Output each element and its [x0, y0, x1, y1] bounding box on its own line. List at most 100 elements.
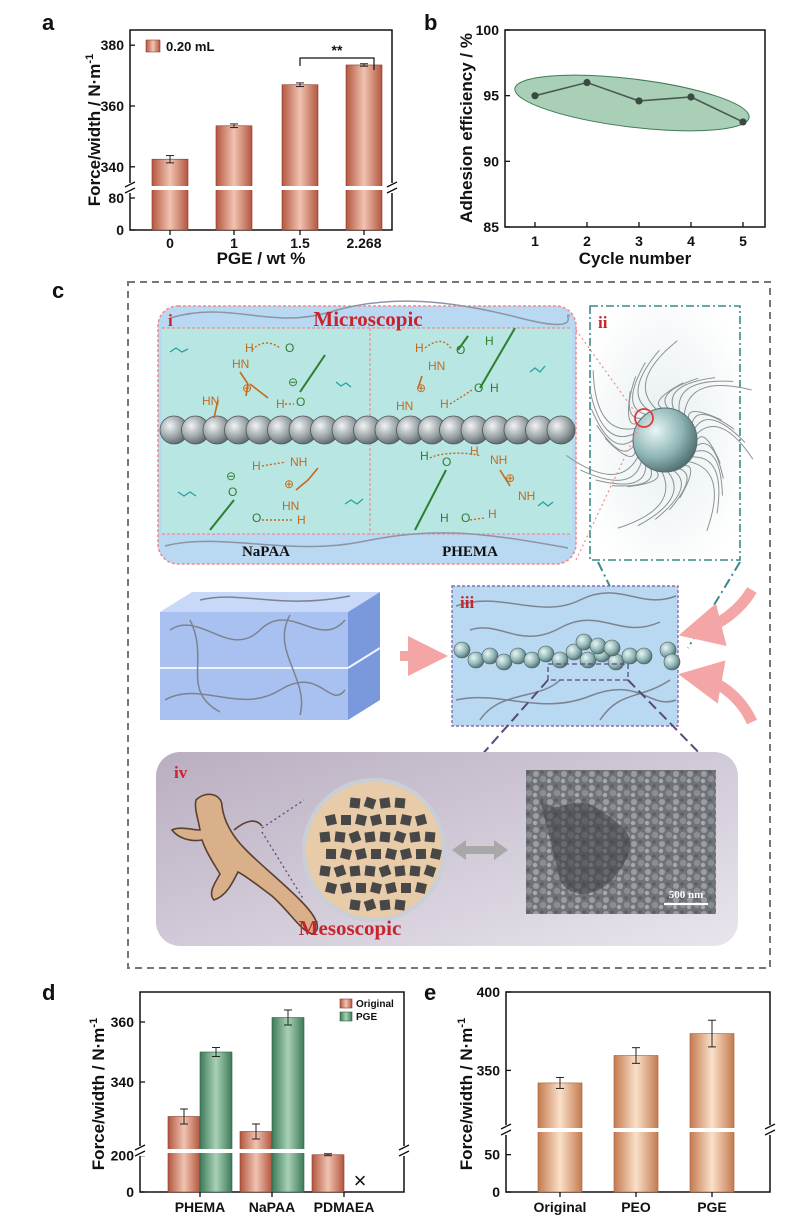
- seta: [379, 797, 391, 809]
- chart-d-break-band: [141, 1149, 403, 1153]
- chart-d-ytick-label: 200: [111, 1148, 135, 1164]
- panel-label-a: a: [42, 10, 55, 35]
- chem-label: O: [442, 455, 451, 469]
- interface-bead: [575, 633, 593, 651]
- polymer-brush-hair: [611, 468, 653, 487]
- label-i: i: [168, 311, 173, 330]
- panel-label-b: b: [424, 10, 437, 35]
- seta: [325, 848, 337, 860]
- chart-d-bar-original: [311, 1154, 345, 1193]
- gecko-icon: [170, 793, 319, 935]
- panel-label-e: e: [424, 980, 436, 1005]
- chem-label: H: [485, 334, 494, 348]
- polymer-chain: [479, 327, 516, 389]
- chart-e-axis-break: [764, 1129, 776, 1136]
- guanidinium: [295, 467, 319, 491]
- seta: [423, 864, 437, 878]
- chart-e: 350 400 0 50 Original PEO PGE Force/width / N·…: [456, 984, 776, 1215]
- seta: [415, 848, 427, 860]
- seta: [349, 899, 361, 911]
- chart-d-missing-marker: ×: [354, 1168, 367, 1193]
- seta: [364, 831, 376, 843]
- chem-label: O: [228, 485, 237, 499]
- seta: [424, 831, 436, 843]
- nanoparticle-bead: [546, 415, 576, 445]
- water-molecule: [529, 365, 546, 373]
- seta: [394, 899, 406, 911]
- label-iii: iii: [460, 593, 474, 612]
- chem-label: H: [245, 341, 254, 355]
- panel-label-d: d: [42, 980, 55, 1005]
- chem-label: O: [252, 511, 261, 525]
- polymer-brush-hair: [579, 461, 642, 481]
- network-strand: [164, 681, 346, 701]
- scale-label: 500 nm: [669, 889, 704, 901]
- equivalence-arrow-head: [452, 840, 466, 860]
- chart-d-ylabel: Force/width / N·m-1: [88, 1018, 108, 1170]
- h-bond: [261, 461, 287, 467]
- polymer-brush-hair: [596, 424, 634, 452]
- pressure-arrow: [678, 587, 757, 646]
- seta: [334, 831, 346, 843]
- chart-d-ytick-label: 360: [111, 1014, 135, 1030]
- chart-d-xtick-label: NaPAA: [249, 1199, 295, 1215]
- chart-a-axis-break: [386, 187, 398, 194]
- guanidinium: [417, 375, 423, 389]
- chem-label: O: [296, 395, 305, 409]
- chart-d-bar-original: [167, 1116, 201, 1193]
- seta: [348, 830, 362, 844]
- chart-a-axis-break: [124, 181, 136, 188]
- polymer-brush-hair: [692, 456, 720, 514]
- zoom-guide: [627, 679, 713, 767]
- chem-label: O: [461, 511, 470, 525]
- chart-b-point: [583, 78, 591, 87]
- chem-label: H: [420, 449, 429, 463]
- chem-label: NH: [290, 455, 307, 469]
- seta: [414, 813, 428, 827]
- polymer-brush-hair: [637, 471, 675, 527]
- water-molecule: [537, 501, 554, 507]
- network-strand: [469, 619, 661, 638]
- chem-label: NH: [518, 489, 535, 503]
- interface-zoom-box: [547, 663, 629, 681]
- seta: [369, 881, 383, 895]
- polymer-brush-hair: [617, 471, 667, 529]
- polymer-brush-hair: [664, 377, 699, 409]
- chart-b-point: [687, 93, 695, 101]
- network-strand: [283, 614, 303, 716]
- chart-e-xtick-label: Original: [534, 1199, 587, 1215]
- polymer-brush-hair: [668, 468, 688, 511]
- chem-label: H: [440, 511, 449, 525]
- chem-label: H: [470, 444, 479, 458]
- seta: [385, 848, 397, 860]
- chart-e-break-band: [507, 1128, 769, 1132]
- chart-a: 340 360 380 0 80 0 1 1.5 2.268 0.20 mL ** PGE / …: [84, 29, 398, 268]
- chem-label: ⊖: [226, 469, 236, 483]
- seta: [363, 796, 377, 810]
- chart-a-xtick-label: 1: [230, 235, 238, 251]
- chart-e-axis-break: [500, 1123, 512, 1130]
- seta: [409, 831, 421, 843]
- chart-e-bar: [613, 1055, 659, 1193]
- seta: [378, 864, 392, 878]
- chart-a-ylabel-sup: -1: [84, 54, 96, 64]
- chart-b-ytick-label: 95: [483, 88, 499, 104]
- chart-e-ytick-label: 50: [484, 1147, 500, 1163]
- seta: [371, 849, 381, 859]
- polymer-brush-hair: [565, 454, 639, 475]
- chart-e-bar: [537, 1082, 583, 1193]
- chart-e-axis-break-gap: [764, 1125, 776, 1135]
- interface-bead: [621, 647, 639, 665]
- network-strand: [169, 619, 346, 641]
- chem-label: HN: [232, 357, 249, 371]
- chart-d-legend-swatch-original: [339, 998, 353, 1009]
- zoom-guide: [687, 561, 741, 649]
- chart-b-point: [739, 118, 747, 126]
- chart-e-ylabel-text: Force/width / N·m: [457, 1028, 476, 1171]
- mesoscopic-title: Mesoscopic: [299, 916, 402, 940]
- polymer-brush-hair: [657, 382, 684, 409]
- chart-a-bar: [215, 125, 253, 231]
- chart-a-ytick-label: 0: [116, 222, 124, 238]
- chart-e-bar: [689, 1033, 735, 1193]
- interface-bead: [579, 651, 597, 669]
